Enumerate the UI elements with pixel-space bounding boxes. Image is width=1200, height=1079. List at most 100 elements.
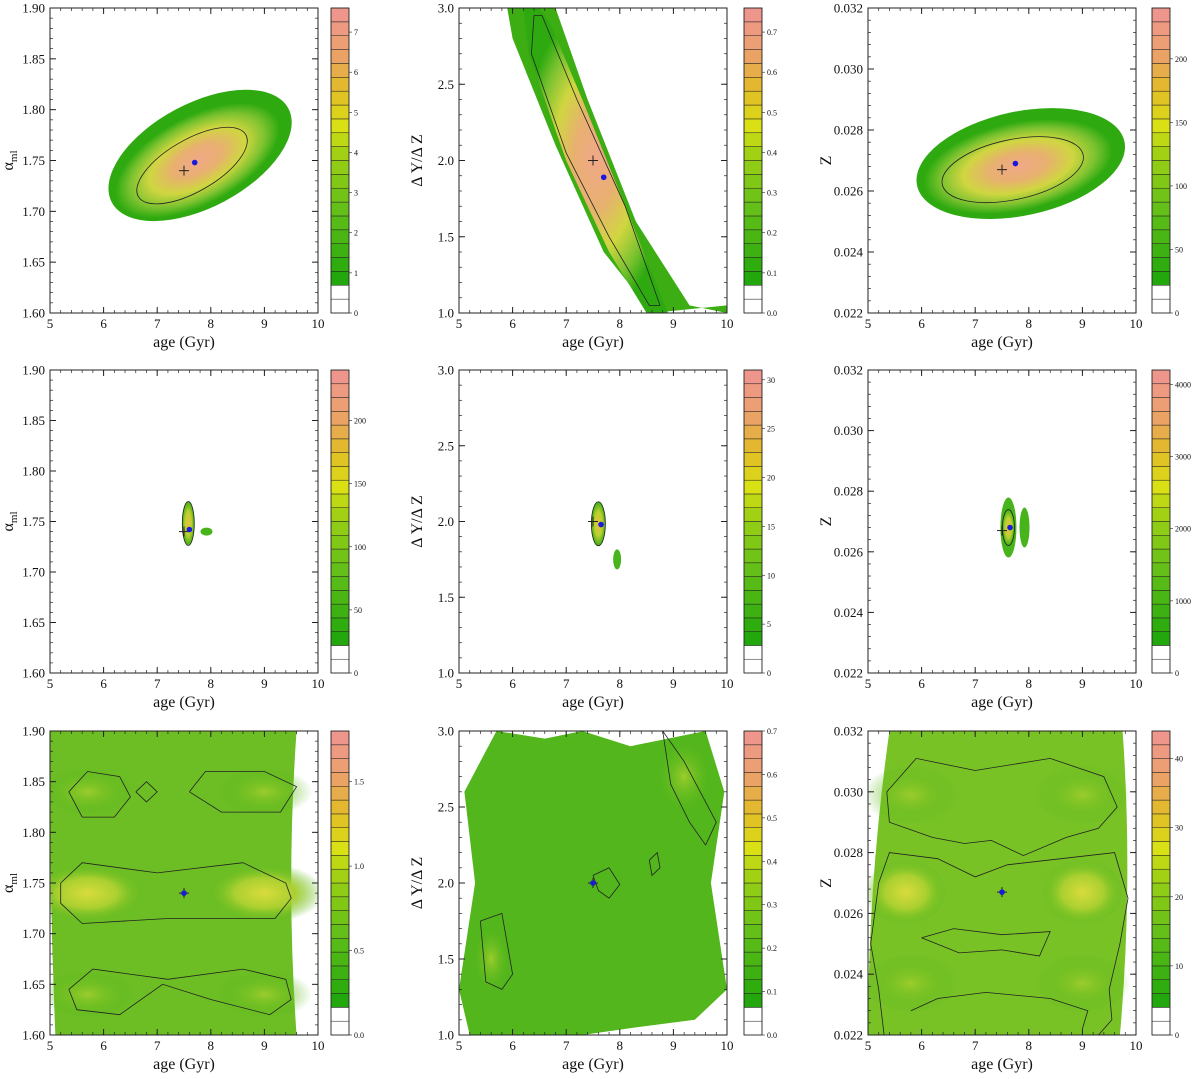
- colorbar-tick-label: 150: [1175, 118, 1187, 127]
- y-axis-label: αml: [0, 511, 20, 531]
- contour-upper: [886, 757, 1118, 857]
- y-axis-label: αml: [0, 873, 20, 893]
- y-axis-label: Δ Y/Δ Z: [409, 495, 426, 548]
- colorbar-band: [743, 521, 763, 536]
- density-peak-0: [868, 764, 959, 825]
- density-peak-3: [1034, 953, 1131, 1014]
- colorbar-band: [330, 548, 350, 564]
- colorbar-band: [743, 813, 763, 828]
- colorbar-band: [1151, 215, 1171, 231]
- colorbar-band: [743, 90, 763, 106]
- colorbar-band: [743, 924, 763, 939]
- contour-center: [592, 867, 621, 899]
- colorbar-tick-label: 1.0: [354, 862, 364, 871]
- x-tick-label: 10: [1130, 316, 1143, 331]
- colorbar-band: [330, 132, 350, 147]
- colorbar-band: [1151, 21, 1171, 36]
- colorbar-band: [330, 910, 350, 925]
- x-tick-label: 7: [563, 1038, 570, 1053]
- colorbar-frame: [743, 369, 763, 674]
- colorbar-band: [330, 229, 350, 244]
- y-tick-label: 0.022: [834, 666, 863, 681]
- density-peak-mid-1: [204, 863, 318, 924]
- colorbar-band: [1151, 271, 1171, 286]
- colorbar-band: [743, 799, 763, 815]
- x-tick-label: 8: [617, 1038, 624, 1053]
- y-tick-label: 0.024: [834, 605, 864, 620]
- colorbar-band: [743, 758, 763, 773]
- colorbar-band: [330, 271, 350, 286]
- colorbar-tick-label: 0.0: [767, 1031, 777, 1040]
- y-axis-label-group: αml: [0, 511, 20, 531]
- x-axis-label: age (Gyr): [562, 1056, 624, 1073]
- colorbar-band: [1151, 813, 1171, 828]
- x-tick-label: 6: [100, 676, 107, 691]
- axes-frame: [867, 369, 1137, 674]
- colorbar-band: [743, 786, 763, 801]
- colorbar-band: [743, 938, 763, 953]
- density-peak-mid-0: [868, 858, 948, 927]
- y-tick-label: 0.026: [834, 184, 864, 199]
- colorbar-band: [1151, 243, 1171, 258]
- colorbar-band: [743, 397, 763, 412]
- x-tick-label: 8: [208, 676, 215, 691]
- colorbar: 0.0 0.1 0.2 0.3 0.4 0.5 0.6 0.7: [743, 7, 777, 318]
- y-axis-label: Z: [818, 878, 835, 888]
- x-tick-label: 9: [261, 676, 268, 691]
- colorbar-band: [743, 951, 763, 967]
- x-axis-label: age (Gyr): [971, 1056, 1033, 1073]
- contour-upper-right: [662, 731, 717, 846]
- colorbar-tick-label: 0.7: [767, 727, 777, 736]
- y-axis-label-group: Z: [818, 878, 835, 888]
- colorbar-band: [330, 215, 350, 231]
- colorbar-tick-label: 0.2: [767, 944, 777, 953]
- colorbar-band: [1151, 868, 1171, 884]
- contour-mid: [60, 862, 292, 924]
- y-axis-label: Z: [818, 156, 835, 166]
- colorbar-band: [330, 786, 350, 801]
- colorbar-band: [1151, 383, 1171, 398]
- colorbar-band: [743, 77, 763, 92]
- colorbar-band: [743, 479, 763, 495]
- y-tick-label: 0.026: [834, 906, 864, 921]
- colorbar-band: [743, 855, 763, 870]
- colorbar-band: [330, 466, 350, 481]
- colorbar-band: [743, 438, 763, 453]
- colorbar-frame: [743, 730, 763, 1036]
- colorbar-band: [743, 243, 763, 258]
- x-tick-label: 6: [509, 676, 516, 691]
- contour-lower: [910, 991, 1089, 1030]
- colorbar-tick-label: 5: [354, 108, 358, 117]
- colorbar-band: [330, 201, 350, 217]
- x-tick-label: 8: [1026, 316, 1033, 331]
- contour-1sigma: [531, 15, 661, 306]
- y-tick-label: 1.75: [22, 876, 45, 891]
- best-fit-marker: [590, 880, 596, 886]
- x-tick-label: 10: [1130, 676, 1143, 691]
- colorbar-band: [1151, 772, 1171, 787]
- colorbar-tick-label: 0.5: [767, 814, 777, 823]
- colorbar-tick-label: 0.3: [767, 189, 777, 198]
- plot-area: [868, 731, 1131, 1035]
- x-axis-label: age (Gyr): [562, 334, 624, 351]
- y-tick-label: 1.70: [22, 565, 45, 580]
- colorbar-band: [1151, 576, 1171, 591]
- x-tick-label: 10: [721, 1038, 734, 1053]
- y-axis-label-main: α: [0, 523, 17, 532]
- colorbar-tick-label: 50: [354, 606, 362, 615]
- x-tick-label: 7: [972, 316, 979, 331]
- y-tick-label: 1.0: [438, 1028, 454, 1043]
- y-axis-label: Z: [818, 517, 835, 527]
- colorbar-band: [330, 424, 350, 440]
- plot-area: [507, 8, 727, 313]
- colorbar-band: [330, 576, 350, 591]
- y-axis-label-group: αml: [0, 873, 20, 893]
- colorbar-band: [330, 938, 350, 953]
- colorbar-band: [743, 979, 763, 994]
- y-tick-label: 1.0: [438, 306, 454, 321]
- colorbar-band: [330, 1020, 350, 1036]
- colorbar-band: [743, 118, 763, 134]
- density-peak-2: [868, 953, 959, 1014]
- colorbar-band: [743, 772, 763, 787]
- colorbar-band: [1151, 63, 1171, 78]
